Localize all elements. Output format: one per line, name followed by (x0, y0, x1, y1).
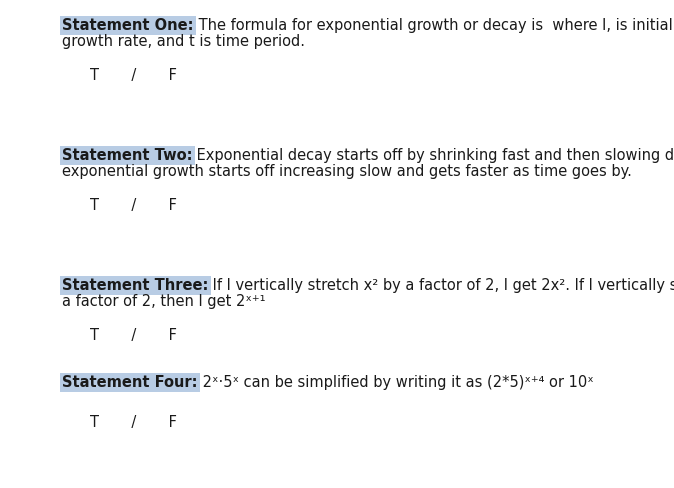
Text: Statement One:: Statement One: (62, 18, 193, 33)
Text: If I vertically stretch x² by a factor of 2, I get 2x². If I vertically stretch : If I vertically stretch x² by a factor o… (208, 278, 674, 293)
Text: Statement Two:: Statement Two: (62, 148, 193, 163)
Text: growth rate, and t is time period.: growth rate, and t is time period. (62, 34, 305, 49)
Text: a factor of 2, then I get 2ˣ⁺¹: a factor of 2, then I get 2ˣ⁺¹ (62, 294, 266, 309)
Text: The formula for exponential growth or decay is  where I, is initial value, r is: The formula for exponential growth or de… (193, 18, 674, 33)
Text: 2ˣ·5ˣ can be simplified by writing it as (2*5)ˣ⁺⁴ or 10ˣ: 2ˣ·5ˣ can be simplified by writing it as… (197, 375, 593, 390)
Text: T       /       F: T / F (90, 198, 177, 213)
Text: Statement Three:: Statement Three: (62, 278, 208, 293)
Text: exponential growth starts off increasing slow and gets faster as time goes by.: exponential growth starts off increasing… (62, 164, 632, 179)
Text: T       /       F: T / F (90, 68, 177, 83)
Text: Statement Four:: Statement Four: (62, 375, 197, 390)
Text: Exponential decay starts off by shrinking fast and then slowing down, while: Exponential decay starts off by shrinkin… (193, 148, 674, 163)
Text: T       /       F: T / F (90, 328, 177, 343)
Text: T       /       F: T / F (90, 415, 177, 430)
